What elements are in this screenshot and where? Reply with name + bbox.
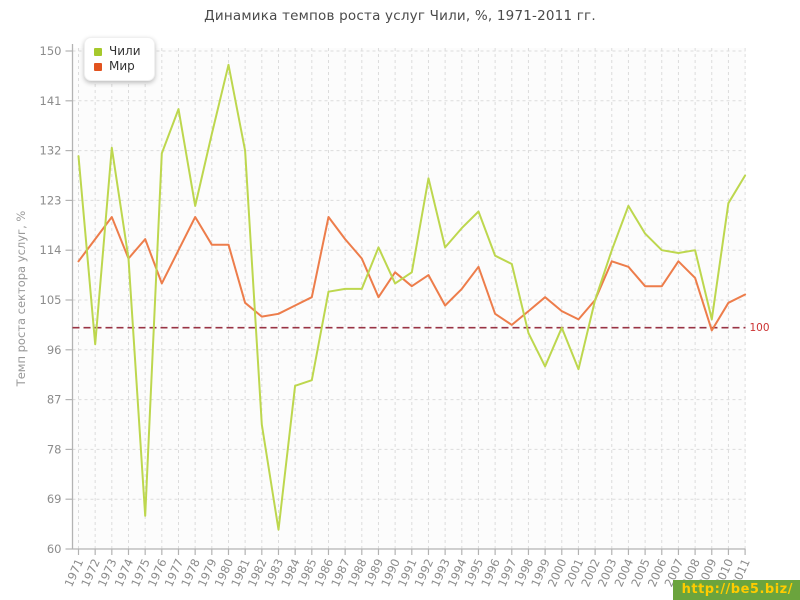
y-axis-title: Темп роста сектора услуг, % — [14, 211, 28, 388]
guide-label: 100 — [750, 322, 770, 334]
legend-item-world[interactable]: Мир — [94, 60, 141, 73]
y-tick-label: 60 — [47, 542, 62, 556]
y-tick-label: 78 — [47, 442, 62, 456]
legend-item-chile[interactable]: Чили — [94, 45, 141, 58]
y-tick-label: 132 — [40, 144, 62, 158]
series-line-chile — [77, 63, 747, 531]
y-tick-label: 69 — [47, 492, 62, 506]
series-line-world — [77, 216, 747, 332]
y-tick-label: 87 — [47, 393, 62, 407]
legend-marker-chile — [94, 47, 102, 56]
legend-marker-world — [94, 62, 102, 71]
y-tick-label: 114 — [40, 243, 62, 257]
plot-area — [72, 48, 746, 549]
y-tick-label: 150 — [40, 44, 62, 58]
y-tick-label: 123 — [40, 193, 62, 207]
page-title: Динамика темпов роста услуг Чили, %, 197… — [204, 8, 596, 24]
legend-label-chile: Чили — [109, 44, 141, 58]
y-tick-label: 105 — [40, 293, 62, 307]
legend-label-world: Мир — [109, 59, 135, 73]
legend: Чили Мир — [84, 37, 155, 81]
watermark-link[interactable]: http://be5.biz/ — [672, 580, 800, 600]
y-tick-label: 141 — [40, 94, 62, 108]
y-tick-label: 96 — [47, 343, 62, 357]
